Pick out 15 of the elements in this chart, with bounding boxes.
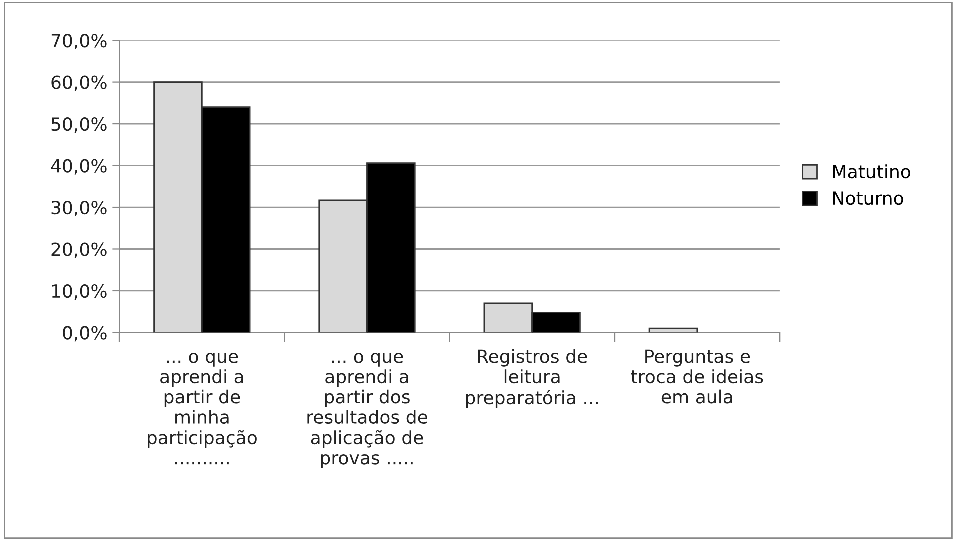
legend-label: Matutino	[833, 164, 910, 179]
y-tick-label: 70,0%	[52, 34, 107, 50]
y-tick-label: 10,0%	[52, 284, 107, 300]
x-tick-label: ... o que aprendi a partir dos resultados de aplicação de provas .....	[308, 352, 428, 468]
x-tick-label: Perguntas e troca de ideias em aula	[631, 350, 764, 404]
y-tick-label: 0,0%	[63, 326, 107, 342]
y-tick-label: 50,0%	[52, 118, 107, 133]
y-tick-label: 60,0%	[52, 76, 107, 92]
y-tick-label: 40,0%	[51, 159, 107, 175]
x-tick-label: Registros de leitura preparatória ...	[466, 349, 598, 408]
y-tick-label: 30,0%	[52, 200, 107, 216]
bar	[648, 328, 698, 333]
legend-label: Noturno	[833, 192, 904, 206]
x-tick-label: ... o que aprendi a partir de minha participação ..........	[148, 352, 257, 465]
y-tick-label: 20,0%	[52, 242, 107, 258]
